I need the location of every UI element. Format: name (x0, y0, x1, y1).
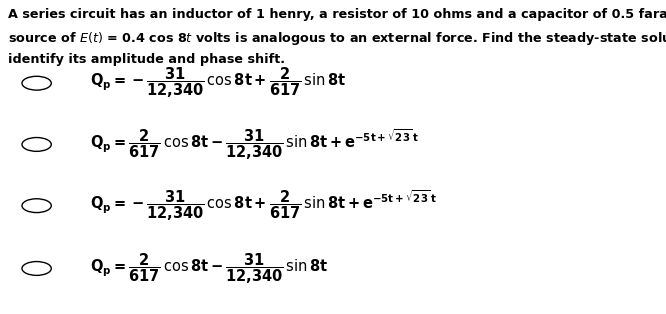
Text: A series circuit has an inductor of 1 henry, a resistor of 10 ohms and a capacit: A series circuit has an inductor of 1 he… (8, 8, 666, 21)
Text: identify its amplitude and phase shift.: identify its amplitude and phase shift. (8, 53, 285, 66)
Text: $\mathbf{Q_p = \dfrac{2}{617}\,\cos 8t - \dfrac{31}{12{,}340}\,\sin 8t + e^{-5t+: $\mathbf{Q_p = \dfrac{2}{617}\,\cos 8t -… (90, 127, 419, 162)
Text: $\mathbf{Q_p = -\dfrac{31}{12{,}340}\,\cos 8t + \dfrac{2}{617}\,\sin 8t + e^{-5t: $\mathbf{Q_p = -\dfrac{31}{12{,}340}\,\c… (90, 188, 437, 223)
Text: $\mathbf{Q_p = -\dfrac{31}{12{,}340}\,\cos 8t + \dfrac{2}{617}\,\sin 8t}$: $\mathbf{Q_p = -\dfrac{31}{12{,}340}\,\c… (90, 66, 346, 100)
Text: $\mathbf{Q_p = \dfrac{2}{617}\,\cos 8t - \dfrac{31}{12{,}340}\,\sin 8t}$: $\mathbf{Q_p = \dfrac{2}{617}\,\cos 8t -… (90, 251, 328, 286)
Text: source of $E(t)$ = 0.4 cos 8$t$ volts is analogous to an external force. Find th: source of $E(t)$ = 0.4 cos 8$t$ volts is… (8, 30, 666, 47)
